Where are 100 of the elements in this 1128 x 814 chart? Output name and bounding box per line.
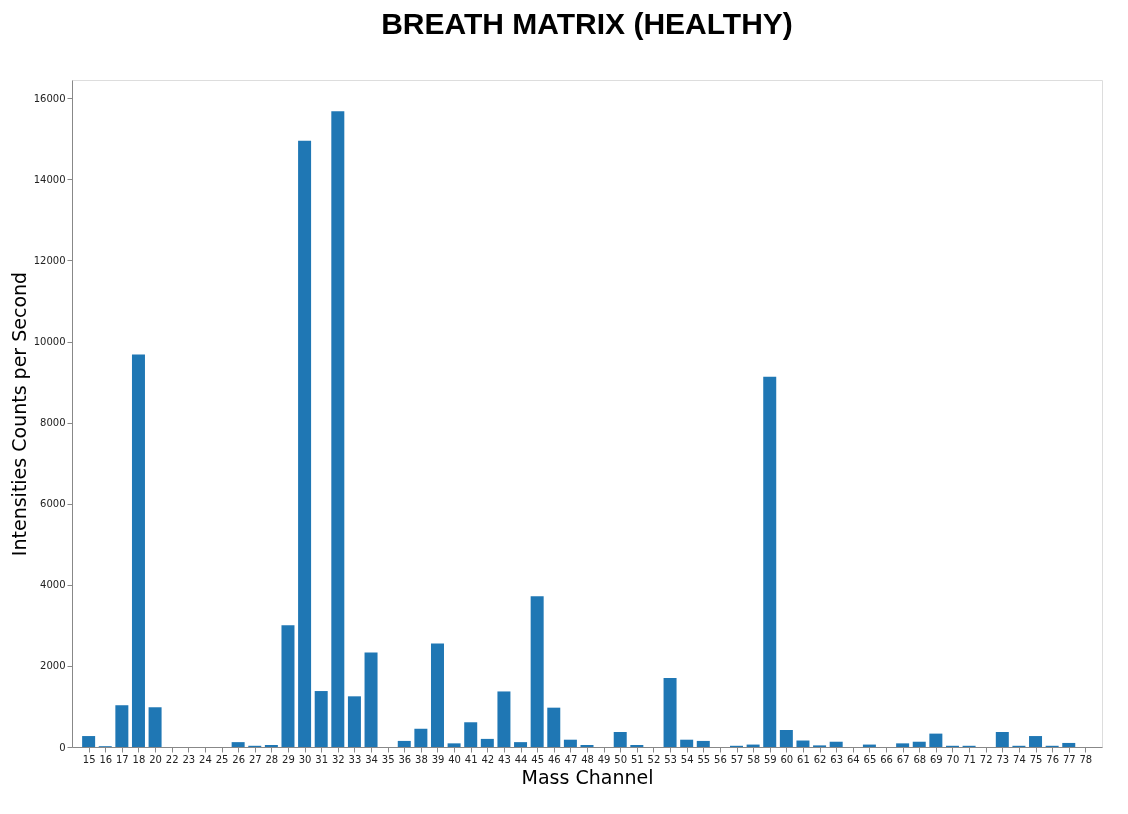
x-tick-label: 31	[315, 753, 329, 765]
x-tick-label: 39	[431, 753, 445, 765]
x-tick-label: 32	[331, 753, 345, 765]
x-tick-label: 56	[714, 753, 727, 765]
bar	[148, 707, 162, 747]
x-tick-label: 48	[581, 753, 594, 765]
chart-title: BREATH MATRIX (HEALTHY)	[381, 7, 793, 40]
y-tick-label: 14000	[33, 173, 66, 185]
x-tick-label: 74	[1013, 753, 1026, 765]
x-tick-label: 23	[182, 753, 196, 765]
x-tick-label: 50	[614, 753, 628, 765]
bar	[231, 742, 245, 747]
bar	[530, 596, 544, 747]
bar	[397, 740, 411, 747]
bar	[929, 733, 943, 747]
x-tick-label: 26	[232, 753, 246, 765]
x-tick-label: 18	[132, 753, 146, 765]
x-tick-label: 44	[514, 753, 528, 765]
x-tick-label: 60	[780, 753, 794, 765]
x-tick-label: 57	[730, 753, 744, 765]
bar	[995, 732, 1009, 747]
x-tick-label: 73	[996, 753, 1010, 765]
x-tick-label: 75	[1029, 753, 1043, 765]
bar	[364, 652, 378, 747]
y-tick-label: 2000	[40, 660, 66, 672]
bar	[796, 740, 810, 747]
bar	[430, 643, 444, 747]
x-tick-label: 27	[248, 753, 262, 765]
x-tick-label: 69	[929, 753, 943, 765]
x-tick-label: 53	[664, 753, 677, 765]
bar	[696, 740, 710, 747]
y-tick-label: 12000	[33, 254, 66, 266]
y-tick-label: 0	[59, 741, 66, 753]
x-tick-label: 51	[630, 753, 644, 765]
y-axis-title: Intensities Counts per Second	[7, 271, 30, 557]
x-tick-label: 33	[348, 753, 362, 765]
bar	[347, 696, 361, 747]
x-tick-label: 54	[680, 753, 694, 765]
bar	[580, 744, 594, 747]
x-tick-label: 78	[1079, 753, 1093, 765]
x-tick-label: 63	[830, 753, 844, 765]
x-tick-label: 62	[813, 753, 827, 765]
y-tick-label: 4000	[40, 579, 66, 591]
x-tick-label: 46	[547, 753, 561, 765]
bar	[547, 707, 561, 747]
bar	[1062, 742, 1076, 747]
bar	[896, 743, 910, 747]
bar	[115, 705, 129, 747]
x-tick-label: 17	[115, 753, 129, 765]
x-tick-label: 36	[398, 753, 412, 765]
bar	[497, 691, 511, 747]
bar	[912, 741, 926, 747]
x-tick-label: 47	[564, 753, 578, 765]
x-tick-label: 65	[863, 753, 877, 765]
x-tick-label: 41	[464, 753, 478, 765]
x-tick-label: 49	[597, 753, 611, 765]
y-tick-label: 10000	[33, 336, 66, 348]
x-tick-label: 25	[215, 753, 229, 765]
bar	[414, 728, 428, 747]
x-tick-label: 58	[747, 753, 760, 765]
x-tick-label: 72	[979, 753, 993, 765]
y-tick-label: 8000	[40, 417, 66, 429]
bar	[298, 140, 312, 747]
x-tick-label: 22	[165, 753, 179, 765]
bar	[281, 625, 295, 747]
bar	[331, 111, 345, 747]
bar	[763, 376, 777, 747]
bar	[464, 722, 478, 747]
x-tick-label: 77	[1062, 753, 1076, 765]
bar	[630, 744, 644, 747]
bar	[264, 744, 278, 747]
bar	[563, 739, 577, 747]
x-tick-label: 34	[365, 753, 378, 765]
x-tick-label: 55	[697, 753, 711, 765]
bar	[779, 729, 793, 747]
x-tick-label: 43	[498, 753, 511, 765]
x-tick-label: 38	[415, 753, 428, 765]
bar	[680, 739, 694, 747]
bar	[480, 738, 494, 747]
x-tick-label: 66	[880, 753, 893, 765]
x-tick-label: 15	[82, 753, 96, 765]
x-tick-label: 70	[946, 753, 960, 765]
bar	[447, 743, 461, 747]
x-tick-label: 40	[448, 753, 461, 765]
x-tick-label: 67	[896, 753, 910, 765]
x-tick-label: 20	[149, 753, 162, 765]
bar	[131, 354, 145, 747]
x-tick-label: 61	[797, 753, 810, 765]
x-tick-label: 16	[99, 753, 113, 765]
bar	[1029, 736, 1043, 747]
x-tick-label: 42	[481, 753, 495, 765]
bar	[314, 691, 328, 747]
x-tick-label: 29	[282, 753, 295, 765]
bar	[82, 736, 96, 747]
x-tick-label: 71	[963, 753, 976, 765]
x-tick-label: 24	[199, 753, 212, 765]
x-tick-label: 68	[913, 753, 927, 765]
x-tick-label: 52	[647, 753, 661, 765]
x-tick-label: 64	[846, 753, 860, 765]
x-tick-label: 59	[763, 753, 777, 765]
